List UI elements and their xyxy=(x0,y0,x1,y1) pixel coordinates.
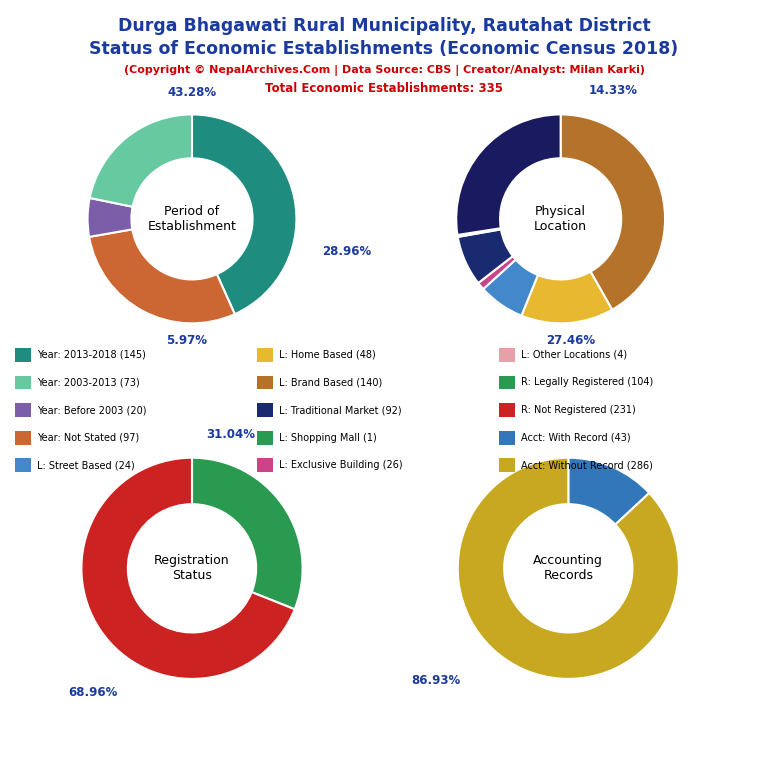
Text: Registration
Status: Registration Status xyxy=(154,554,230,582)
Text: L: Home Based (48): L: Home Based (48) xyxy=(279,349,376,360)
Wedge shape xyxy=(192,458,303,609)
Text: R: Legally Registered (104): R: Legally Registered (104) xyxy=(521,377,653,388)
Text: Acct: Without Record (286): Acct: Without Record (286) xyxy=(521,460,653,471)
Text: 5.97%: 5.97% xyxy=(167,334,207,347)
Wedge shape xyxy=(458,458,679,679)
Text: L: Shopping Mall (1): L: Shopping Mall (1) xyxy=(279,432,376,443)
Text: 14.33%: 14.33% xyxy=(588,84,637,97)
Text: L: Traditional Market (92): L: Traditional Market (92) xyxy=(279,405,402,415)
Wedge shape xyxy=(568,458,649,525)
Wedge shape xyxy=(521,272,612,323)
Text: Acct: With Record (43): Acct: With Record (43) xyxy=(521,432,631,443)
Text: 7.76%: 7.76% xyxy=(0,767,1,768)
Wedge shape xyxy=(90,114,192,207)
Text: 31.04%: 31.04% xyxy=(206,428,255,441)
Text: 13.07%: 13.07% xyxy=(0,767,1,768)
Text: 43.28%: 43.28% xyxy=(167,85,217,98)
Text: R: Not Registered (231): R: Not Registered (231) xyxy=(521,405,635,415)
Text: L: Exclusive Building (26): L: Exclusive Building (26) xyxy=(279,460,402,471)
Text: 7.16%: 7.16% xyxy=(0,767,1,768)
Text: L: Brand Based (140): L: Brand Based (140) xyxy=(279,377,382,388)
Text: 28.96%: 28.96% xyxy=(323,246,372,259)
Text: Year: 2003-2013 (73): Year: 2003-2013 (73) xyxy=(37,377,140,388)
Wedge shape xyxy=(88,198,133,237)
Text: Durga Bhagawati Rural Municipality, Rautahat District: Durga Bhagawati Rural Municipality, Raut… xyxy=(118,17,650,35)
Wedge shape xyxy=(561,114,665,310)
Text: 0.30%: 0.30% xyxy=(0,767,1,768)
Wedge shape xyxy=(192,114,296,314)
Wedge shape xyxy=(483,260,538,316)
Wedge shape xyxy=(458,230,513,283)
Wedge shape xyxy=(478,256,516,289)
Wedge shape xyxy=(458,228,501,237)
Text: 41.79%: 41.79% xyxy=(0,767,1,768)
Text: Physical
Location: Physical Location xyxy=(534,205,588,233)
Wedge shape xyxy=(89,230,235,323)
Text: 68.96%: 68.96% xyxy=(68,686,118,699)
Text: 21.79%: 21.79% xyxy=(0,767,1,768)
Text: 86.93%: 86.93% xyxy=(411,674,460,687)
Text: Year: Before 2003 (20): Year: Before 2003 (20) xyxy=(37,405,147,415)
Text: L: Street Based (24): L: Street Based (24) xyxy=(37,460,134,471)
Wedge shape xyxy=(456,114,561,235)
Text: Period of
Establishment: Period of Establishment xyxy=(147,205,237,233)
Text: Total Economic Establishments: 335: Total Economic Establishments: 335 xyxy=(265,82,503,95)
Text: Accounting
Records: Accounting Records xyxy=(534,554,603,582)
Text: 27.46%: 27.46% xyxy=(547,334,596,347)
Wedge shape xyxy=(81,458,295,679)
Text: Year: Not Stated (97): Year: Not Stated (97) xyxy=(37,432,139,443)
Text: L: Other Locations (4): L: Other Locations (4) xyxy=(521,349,627,360)
Text: Year: 2013-2018 (145): Year: 2013-2018 (145) xyxy=(37,349,146,360)
Text: 1.19%: 1.19% xyxy=(0,767,1,768)
Text: (Copyright © NepalArchives.Com | Data Source: CBS | Creator/Analyst: Milan Karki: (Copyright © NepalArchives.Com | Data So… xyxy=(124,65,644,75)
Text: Status of Economic Establishments (Economic Census 2018): Status of Economic Establishments (Econo… xyxy=(89,40,679,58)
